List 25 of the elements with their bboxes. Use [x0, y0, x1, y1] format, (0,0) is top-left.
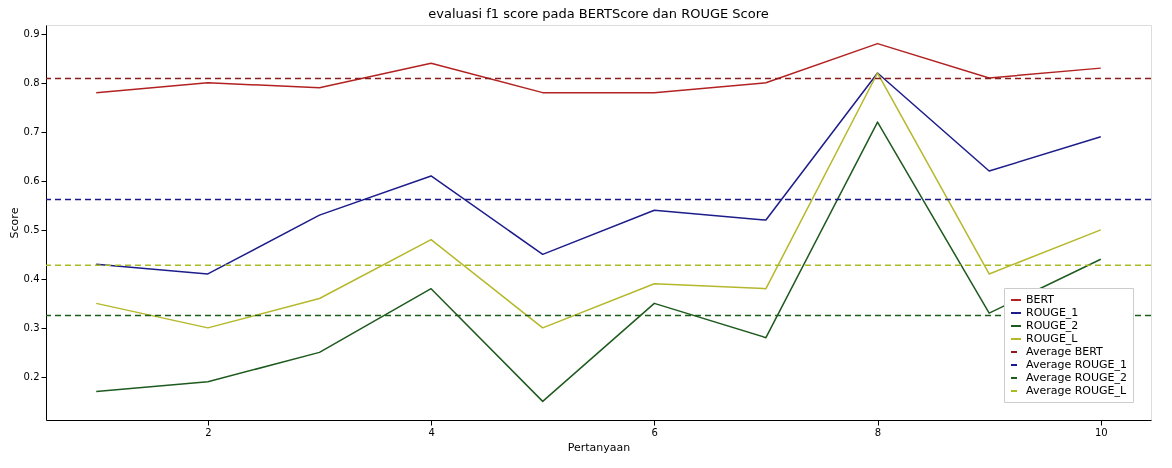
y-tick-label: 0.6 — [23, 175, 40, 187]
y-axis-title: Score — [7, 207, 21, 239]
legend-label: Average ROUGE_1 — [1026, 358, 1127, 371]
legend-label: Average ROUGE_2 — [1026, 371, 1127, 384]
legend-label: ROUGE_1 — [1026, 306, 1079, 319]
y-tick-label: 0.5 — [23, 224, 40, 236]
x-tick-label: 10 — [1094, 426, 1108, 438]
y-tick-label: 0.2 — [23, 371, 40, 383]
line-series — [95, 42, 1102, 94]
x-tick-label: 2 — [205, 426, 212, 438]
y-tick-label: 0.8 — [23, 77, 40, 89]
y-tick-label: 0.3 — [23, 322, 40, 334]
x-axis-title: Pertanyaan — [567, 440, 631, 454]
chart-title: evaluasi f1 score pada BERTScore dan ROUGE Score — [428, 6, 769, 21]
y-tick-label: 0.4 — [23, 273, 40, 285]
legend-label: BERT — [1026, 293, 1055, 306]
x-tick-label: 4 — [428, 426, 435, 438]
x-tick-label: 6 — [651, 426, 658, 438]
y-tick-label: 0.9 — [23, 28, 40, 40]
legend-label: ROUGE_2 — [1026, 319, 1079, 332]
legend-label: Average BERT — [1026, 345, 1104, 358]
legend-label: ROUGE_L — [1026, 332, 1079, 345]
x-tick-label: 8 — [874, 426, 882, 438]
legend-label: Average ROUGE_L — [1026, 384, 1127, 397]
y-tick-label: 0.7 — [23, 126, 40, 138]
